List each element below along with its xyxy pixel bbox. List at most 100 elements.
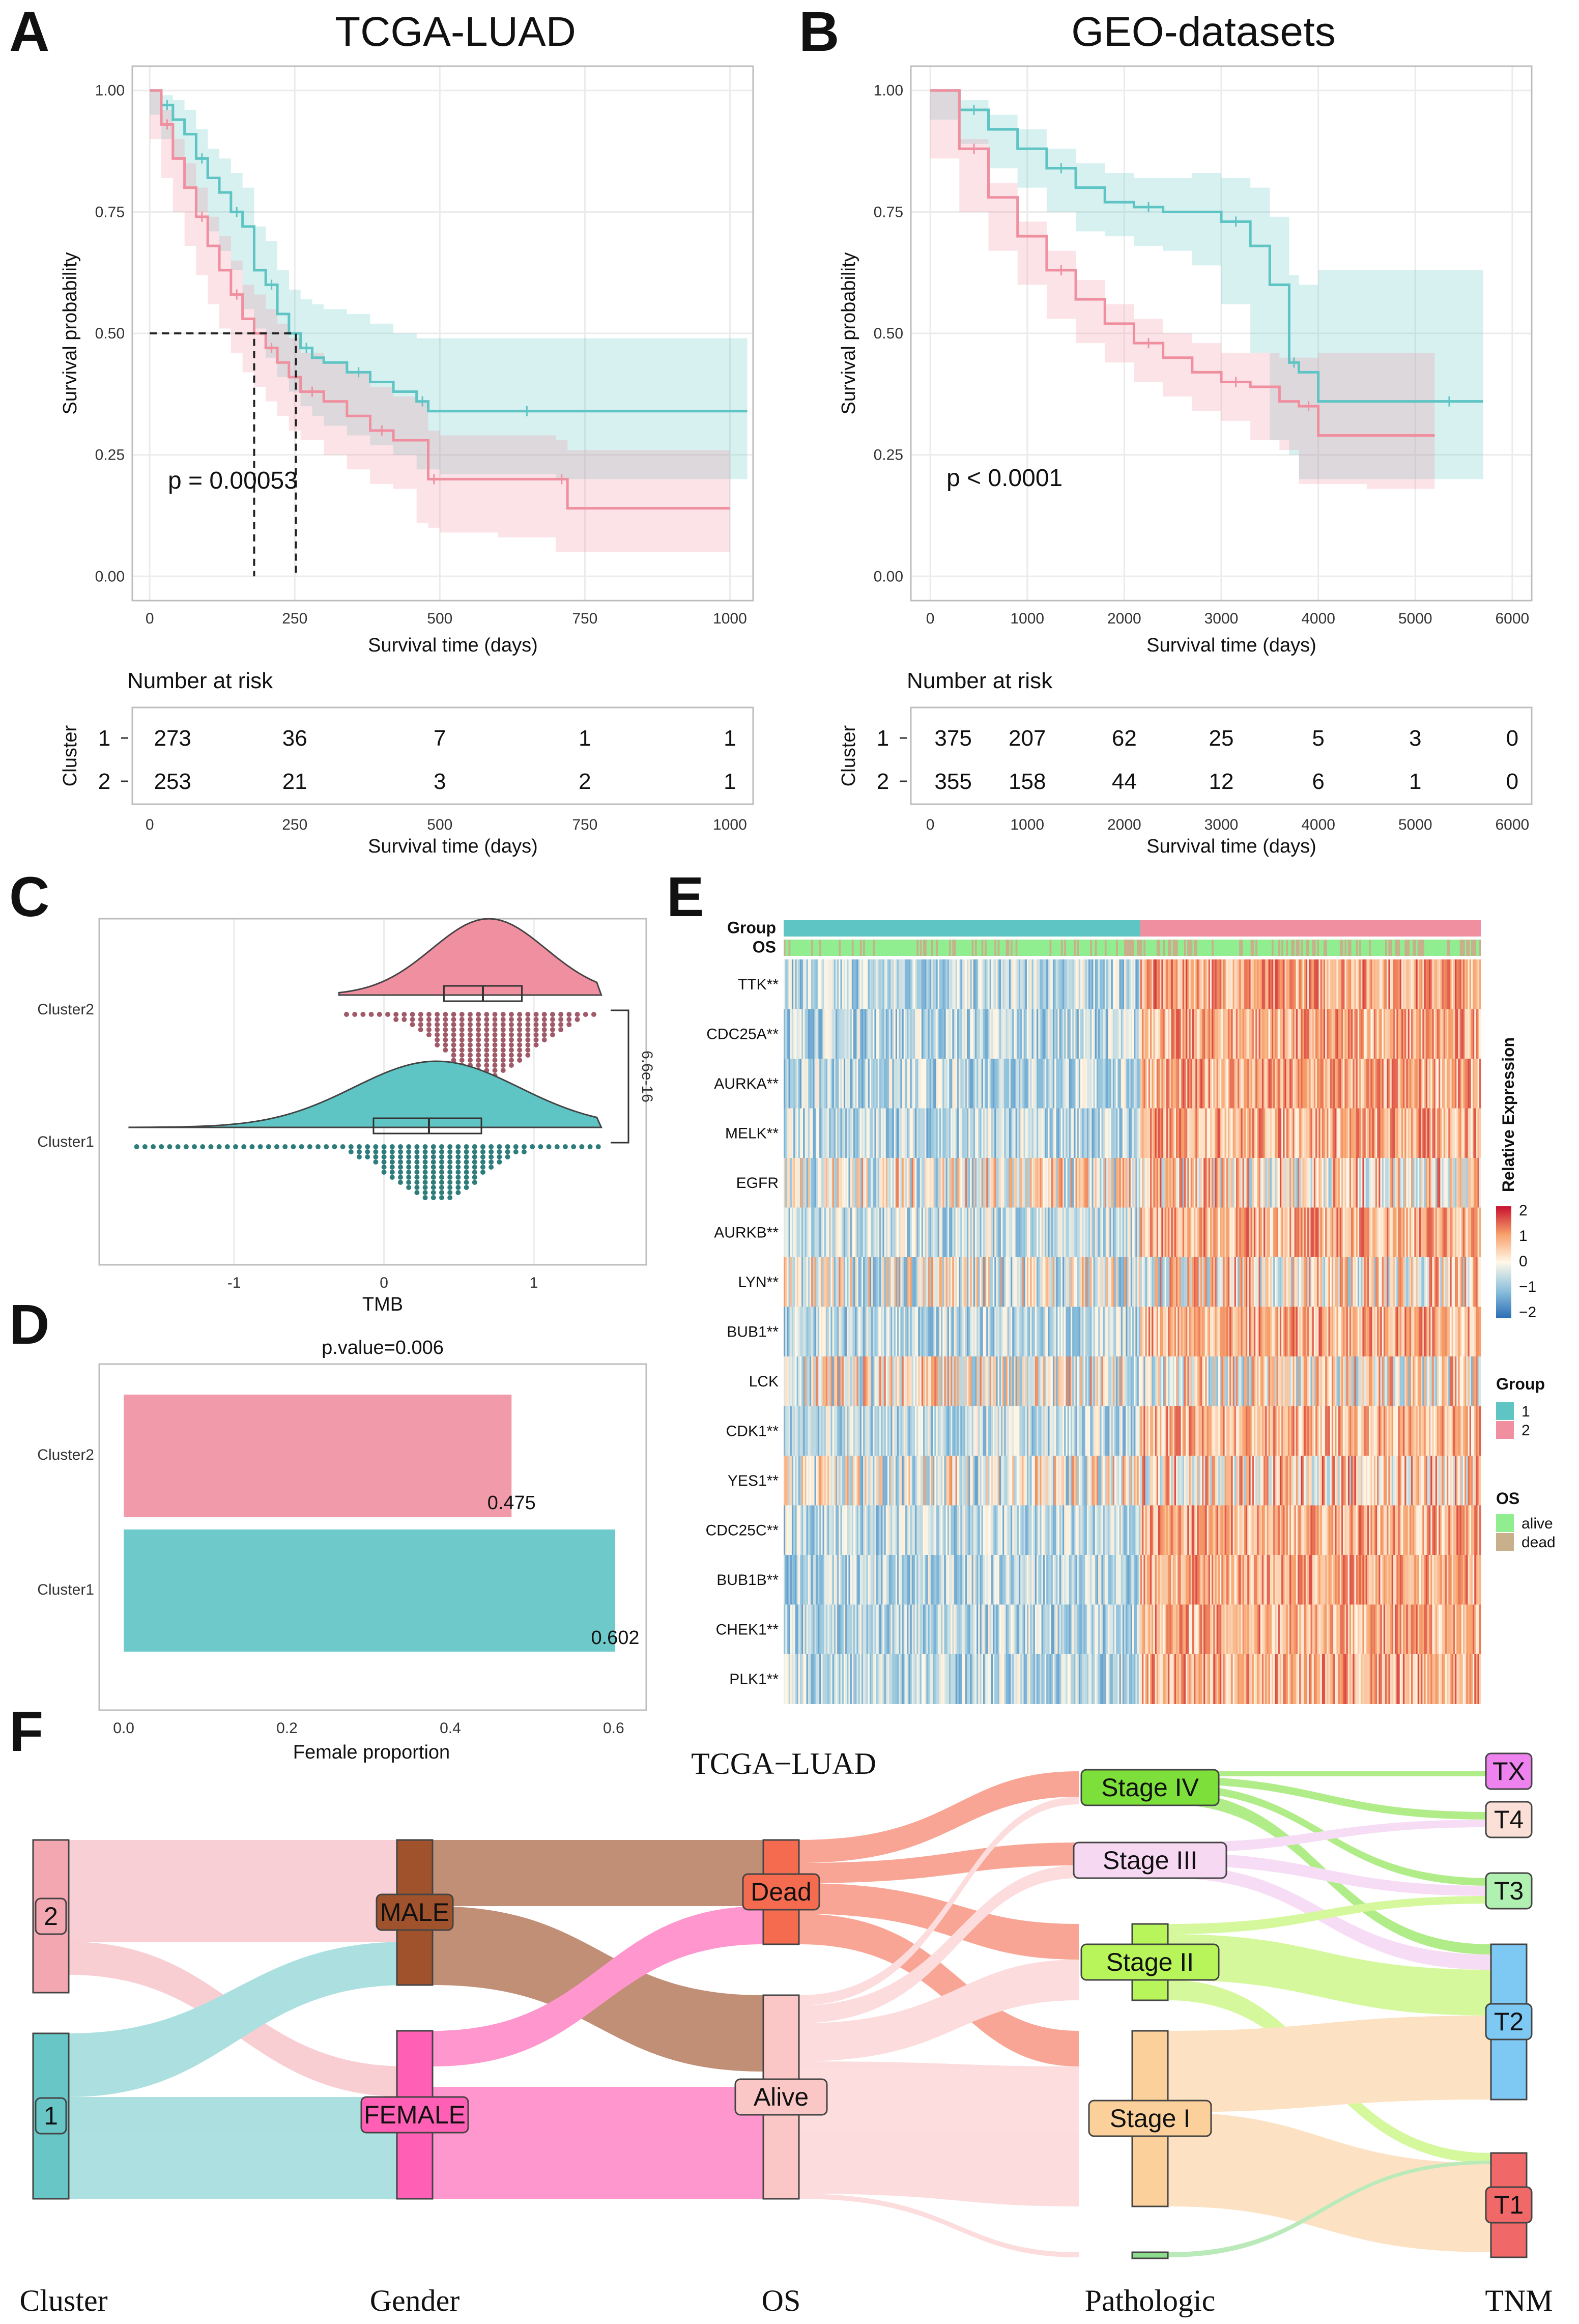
E-cell-2-135 <box>1002 1059 1004 1109</box>
C-dot-Cluster1-137 <box>464 1170 469 1175</box>
E-cell-4-80 <box>913 1158 915 1208</box>
E-cell-3-297 <box>1265 1108 1267 1158</box>
E-cell-0-120 <box>978 959 981 1009</box>
C-dot-Cluster1-15 <box>257 1144 263 1149</box>
E-cell-1-62 <box>884 1009 886 1059</box>
E-cell-4-85 <box>921 1158 924 1208</box>
C-dot-Cluster1-170 <box>521 1149 527 1154</box>
E-cell-8-73 <box>902 1356 904 1406</box>
E-cell-5-28 <box>829 1207 831 1258</box>
E-cell-6-182 <box>1078 1257 1081 1307</box>
C-dot-Cluster1-64 <box>406 1170 412 1175</box>
C-dot-Cluster2-17 <box>426 1012 432 1017</box>
A-xtick-4: 1000 <box>713 610 747 627</box>
E-cell-3-407 <box>1443 1108 1446 1158</box>
E-cell-7-219 <box>1138 1307 1141 1357</box>
C-dot-Cluster1-40 <box>381 1154 387 1159</box>
E-cell-9-296 <box>1264 1406 1266 1456</box>
E-cell-7-288 <box>1250 1307 1253 1357</box>
C-dot-Cluster1-127 <box>455 1170 461 1175</box>
E-cell-9-149 <box>1025 1406 1027 1456</box>
E-cell-9-86 <box>923 1406 925 1456</box>
E-cell-0-271 <box>1223 959 1225 1009</box>
E-cell-9-159 <box>1041 1406 1044 1456</box>
E-cell-6-10 <box>799 1257 802 1307</box>
E-cell-1-405 <box>1440 1009 1443 1059</box>
E-cell-4-141 <box>1012 1158 1014 1208</box>
E-cell-1-116 <box>971 1009 974 1059</box>
E-cell-0-296 <box>1264 959 1266 1009</box>
E-cell-8-391 <box>1417 1356 1420 1406</box>
E-cell-9-217 <box>1135 1406 1138 1456</box>
E-cell-8-385 <box>1408 1356 1410 1406</box>
E-os-dead-301 <box>1272 940 1274 956</box>
E-cell-6-192 <box>1095 1257 1097 1307</box>
E-cell-7-14 <box>806 1307 809 1357</box>
E-cell-7-180 <box>1075 1307 1078 1357</box>
E-cell-7-128 <box>991 1307 993 1357</box>
E-cell-1-63 <box>885 1009 888 1059</box>
E-cell-7-174 <box>1066 1307 1068 1357</box>
E-cell-7-179 <box>1074 1307 1076 1357</box>
E-cell-0-186 <box>1085 959 1087 1009</box>
E-cell-2-99 <box>944 1059 946 1109</box>
C-dot-Cluster1-176 <box>571 1144 577 1149</box>
E-cell-5-383 <box>1404 1207 1406 1258</box>
E-cell-2-263 <box>1210 1059 1212 1109</box>
E-cell-2-67 <box>892 1059 895 1109</box>
E-cell-2-161 <box>1044 1059 1047 1109</box>
E-cell-2-129 <box>993 1059 995 1109</box>
E-cell-3-152 <box>1030 1108 1032 1158</box>
E-cell-6-42 <box>851 1257 854 1307</box>
E-cell-0-144 <box>1017 959 1019 1009</box>
E-cell-6-11 <box>801 1257 803 1307</box>
E-cell-8-215 <box>1132 1356 1134 1406</box>
E-cell-6-211 <box>1126 1257 1128 1307</box>
E-cell-1-218 <box>1137 1009 1139 1059</box>
E-cell-9-111 <box>963 1406 966 1456</box>
E-cell-6-251 <box>1190 1257 1193 1307</box>
E-cell-3-7 <box>795 1108 797 1158</box>
E-cell-4-33 <box>837 1158 839 1208</box>
B-risk-0-0: 375 <box>934 726 971 751</box>
E-cell-3-374 <box>1390 1108 1392 1158</box>
C-dot-Cluster1-165 <box>505 1149 510 1154</box>
E-cell-0-74 <box>903 959 906 1009</box>
E-cell-4-217 <box>1135 1158 1138 1208</box>
E-cell-1-355 <box>1359 1009 1361 1059</box>
E-os-dead-218 <box>1137 940 1139 956</box>
E-cell-3-281 <box>1239 1108 1241 1158</box>
E-cell-0-335 <box>1327 959 1329 1009</box>
E-cell-0-85 <box>921 959 924 1009</box>
E-cell-7-341 <box>1336 1307 1339 1357</box>
C-dot-Cluster1-93 <box>430 1165 436 1170</box>
E-cell-7-367 <box>1379 1307 1381 1357</box>
E-cell-3-148 <box>1023 1108 1026 1158</box>
E-cell-3-376 <box>1393 1108 1395 1158</box>
E-cell-9-211 <box>1126 1406 1128 1456</box>
E-cell-2-24 <box>822 1059 825 1109</box>
E-cell-3-249 <box>1187 1108 1190 1158</box>
E-cell-3-367 <box>1379 1108 1381 1158</box>
E-os-dead-343 <box>1339 940 1342 956</box>
E-cell-9-102 <box>949 1406 951 1456</box>
E-cell-4-297 <box>1265 1158 1267 1208</box>
E-cell-1-93 <box>934 1009 936 1059</box>
E-cell-7-160 <box>1043 1307 1045 1357</box>
E-cell-8-395 <box>1424 1356 1426 1406</box>
E-cell-0-388 <box>1413 959 1415 1009</box>
E-cell-0-124 <box>985 959 987 1009</box>
E-cell-3-362 <box>1370 1108 1373 1158</box>
E-cell-4-92 <box>933 1158 935 1208</box>
E-cell-0-247 <box>1184 959 1186 1009</box>
E-cell-7-127 <box>989 1307 992 1357</box>
E-cell-5-138 <box>1007 1207 1010 1258</box>
E-cell-3-419 <box>1462 1108 1465 1158</box>
E-cell-2-50 <box>865 1059 867 1109</box>
E-cell-1-323 <box>1307 1009 1309 1059</box>
C-dot-Cluster2-151 <box>533 1012 539 1017</box>
E-cell-5-258 <box>1202 1207 1204 1258</box>
E-cell-7-4 <box>790 1307 792 1357</box>
E-cell-8-306 <box>1279 1356 1282 1406</box>
heatmap-cells <box>784 959 1481 1704</box>
